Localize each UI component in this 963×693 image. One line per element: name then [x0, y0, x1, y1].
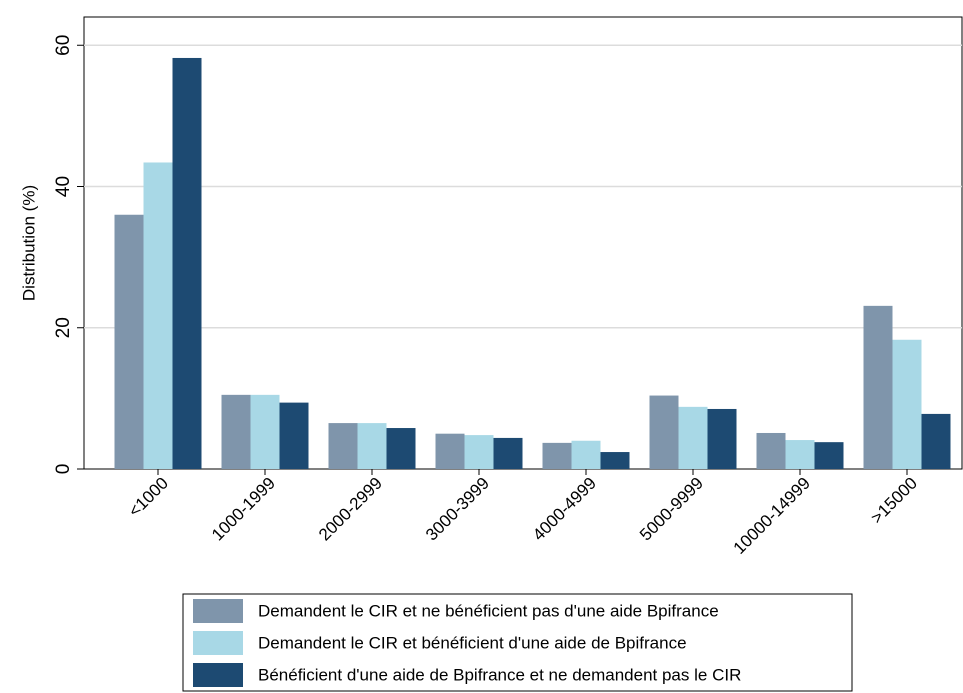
y-tick-label: 40	[53, 176, 74, 197]
x-tick-label: 3000-3999	[422, 474, 493, 545]
x-tick-label: 2000-2999	[315, 474, 386, 545]
x-tick-label: >15000	[867, 474, 921, 528]
bar	[435, 433, 465, 469]
bar	[785, 440, 815, 469]
bar	[143, 162, 173, 470]
bar	[114, 214, 144, 469]
bar	[678, 406, 708, 469]
y-tick-label: 0	[53, 464, 74, 475]
y-axis-label: Distribution (%)	[19, 185, 38, 301]
legend-swatch	[193, 663, 243, 687]
bar	[571, 440, 601, 469]
legend-swatch	[193, 631, 243, 655]
y-tick-label: 60	[53, 35, 74, 56]
plot-frame	[83, 16, 963, 470]
bar	[172, 57, 202, 470]
bar	[649, 395, 679, 469]
bar	[863, 305, 893, 469]
legend-label: Demandent le CIR et bénéficient d'une ai…	[258, 633, 687, 652]
legend-label: Demandent le CIR et ne bénéficient pas d…	[258, 601, 719, 620]
x-tick-label: <1000	[125, 474, 172, 521]
bar	[892, 339, 922, 469]
x-tick-label: 10000-14999	[730, 474, 814, 558]
bar	[921, 413, 951, 469]
legend-label: Bénéficient d'une aide de Bpifrance et n…	[258, 665, 741, 684]
bar	[756, 432, 786, 469]
bar	[542, 442, 572, 469]
bar	[707, 408, 737, 469]
x-tick-label: 1000-1999	[208, 474, 279, 545]
x-tick-label: 4000-4999	[529, 474, 600, 545]
y-tick-label: 20	[53, 317, 74, 338]
bar	[250, 394, 280, 469]
bar	[814, 442, 844, 469]
bar	[493, 437, 523, 469]
bar	[221, 394, 251, 469]
bar	[357, 423, 387, 469]
bar	[279, 402, 309, 469]
bar	[328, 423, 358, 469]
legend-swatch	[193, 599, 243, 623]
bar	[600, 452, 630, 469]
legend-box	[182, 593, 853, 692]
bar	[386, 428, 416, 469]
bar	[464, 435, 494, 469]
x-tick-label: 5000-9999	[636, 474, 707, 545]
